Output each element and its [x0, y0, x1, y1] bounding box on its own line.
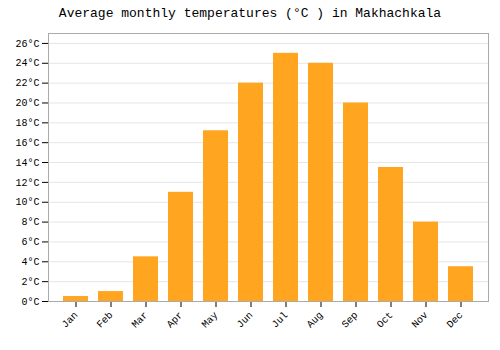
svg-text:Apr: Apr: [165, 310, 186, 331]
svg-text:22°C: 22°C: [15, 78, 39, 89]
svg-text:14°C: 14°C: [15, 158, 39, 169]
html-text:Average monthly temperatures (: Average monthly temperatures (°C ) in Ma…: [58, 6, 442, 21]
svg-text:6°C: 6°C: [21, 237, 39, 248]
svg-text:Jun: Jun: [235, 310, 256, 331]
svg-text:Nov: Nov: [410, 310, 431, 331]
svg-text:Feb: Feb: [95, 310, 116, 331]
svg-text:18°C: 18°C: [15, 118, 39, 129]
svg-text:4°C: 4°C: [21, 257, 39, 268]
svg-text:12°C: 12°C: [15, 178, 39, 189]
svg-text:May: May: [200, 310, 221, 331]
svg-text:Oct: Oct: [375, 310, 396, 331]
svg-text:Sep: Sep: [340, 310, 361, 331]
svg-text:20°C: 20°C: [15, 98, 39, 109]
svg-text:Jul: Jul: [270, 310, 291, 331]
svg-text:8°C: 8°C: [21, 217, 39, 228]
svg-text:Dec: Dec: [445, 310, 466, 331]
svg-text:2°C: 2°C: [21, 277, 39, 288]
svg-text:0°C: 0°C: [21, 297, 39, 308]
svg-text:Mar: Mar: [130, 310, 151, 331]
svg-text:Aug: Aug: [305, 310, 326, 331]
svg-text:24°C: 24°C: [15, 58, 39, 69]
svg-text:Jan: Jan: [60, 310, 81, 331]
svg-text:16°C: 16°C: [15, 138, 39, 149]
svg-text:10°C: 10°C: [15, 197, 39, 208]
svg-text:26°C: 26°C: [15, 39, 39, 50]
